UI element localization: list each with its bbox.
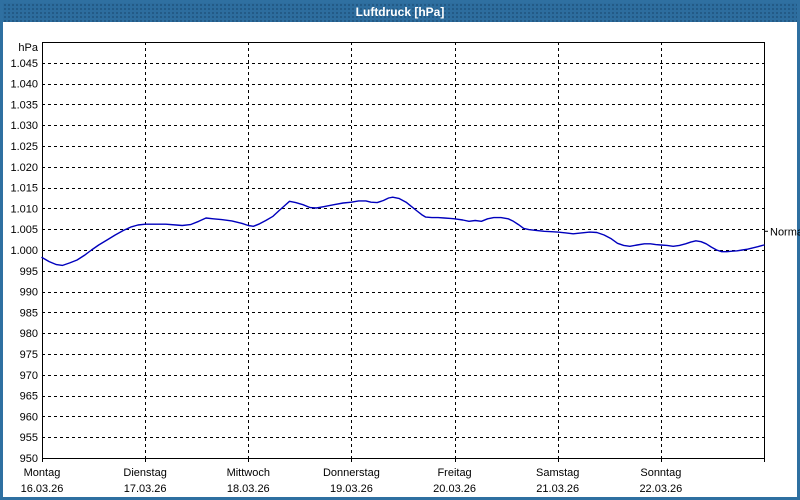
y-tick-label: 970 [20, 370, 38, 382]
normal-marker-label: Normal [770, 226, 800, 238]
y-tick-label: 960 [20, 411, 38, 423]
plot-border [42, 42, 765, 459]
y-tick-label: 950 [20, 453, 38, 465]
window-title: Luftdruck [hPa] [355, 5, 445, 19]
day-name-label: Sonntag [640, 467, 681, 479]
day-date-label: 20.03.26 [433, 483, 476, 495]
y-tick-label: 1.045 [10, 58, 38, 70]
y-tick-label: 985 [20, 307, 38, 319]
y-tick-label: 955 [20, 432, 38, 444]
day-date-label: 21.03.26 [536, 483, 579, 495]
day-name-label: Dienstag [123, 467, 166, 479]
day-date-label: 22.03.26 [639, 483, 682, 495]
x-axis-ticks [42, 458, 765, 462]
day-name-label: Montag [24, 467, 61, 479]
y-tick-label: 990 [20, 287, 38, 299]
y-tick-label: 1.000 [10, 245, 38, 257]
y-tick-label: 1.035 [10, 99, 38, 111]
y-tick-label: 1.015 [10, 183, 38, 195]
y-tick-label: 965 [20, 391, 38, 403]
y-tick-label: 980 [20, 328, 38, 340]
y-tick-label: 1.040 [10, 79, 38, 91]
day-name-label: Samstag [536, 467, 579, 479]
y-tick-label: 975 [20, 349, 38, 361]
title-bar[interactable]: Luftdruck [hPa] [3, 3, 797, 22]
day-date-label: 19.03.26 [330, 483, 373, 495]
day-name-label: Mittwoch [227, 467, 270, 479]
day-date-label: 17.03.26 [124, 483, 167, 495]
y-tick-label: 1.020 [10, 162, 38, 174]
y-tick-label: 1.010 [10, 203, 38, 215]
y-tick-label: 1.025 [10, 141, 38, 153]
chart-area: 1.045 1.040 1.035 1.030 1.025 1.020 1.015 1.010… [6, 25, 800, 495]
y-tick-label: 1.030 [10, 120, 38, 132]
y-tick-labels: 1.045 1.040 1.035 1.030 1.025 1.020 1.015 1.010… [10, 58, 38, 465]
y-tick-label: 1.005 [10, 224, 38, 236]
y-tick-label: 995 [20, 266, 38, 278]
day-date-label: 18.03.26 [227, 483, 270, 495]
pressure-curve [41, 196, 765, 267]
x-day-labels: Montag 16.03.26 Dienstag 17.03.26 Mittwoch 18… [21, 467, 683, 495]
day-name-label: Freitag [437, 467, 471, 479]
y-axis-unit-label: hPa [18, 42, 38, 54]
pressure-chart: 1.045 1.040 1.035 1.030 1.025 1.020 1.015 1.010… [10, 42, 800, 495]
day-date-label: 16.03.26 [21, 483, 64, 495]
day-name-label: Donnerstag [323, 467, 380, 479]
y-gridlines [42, 63, 764, 438]
